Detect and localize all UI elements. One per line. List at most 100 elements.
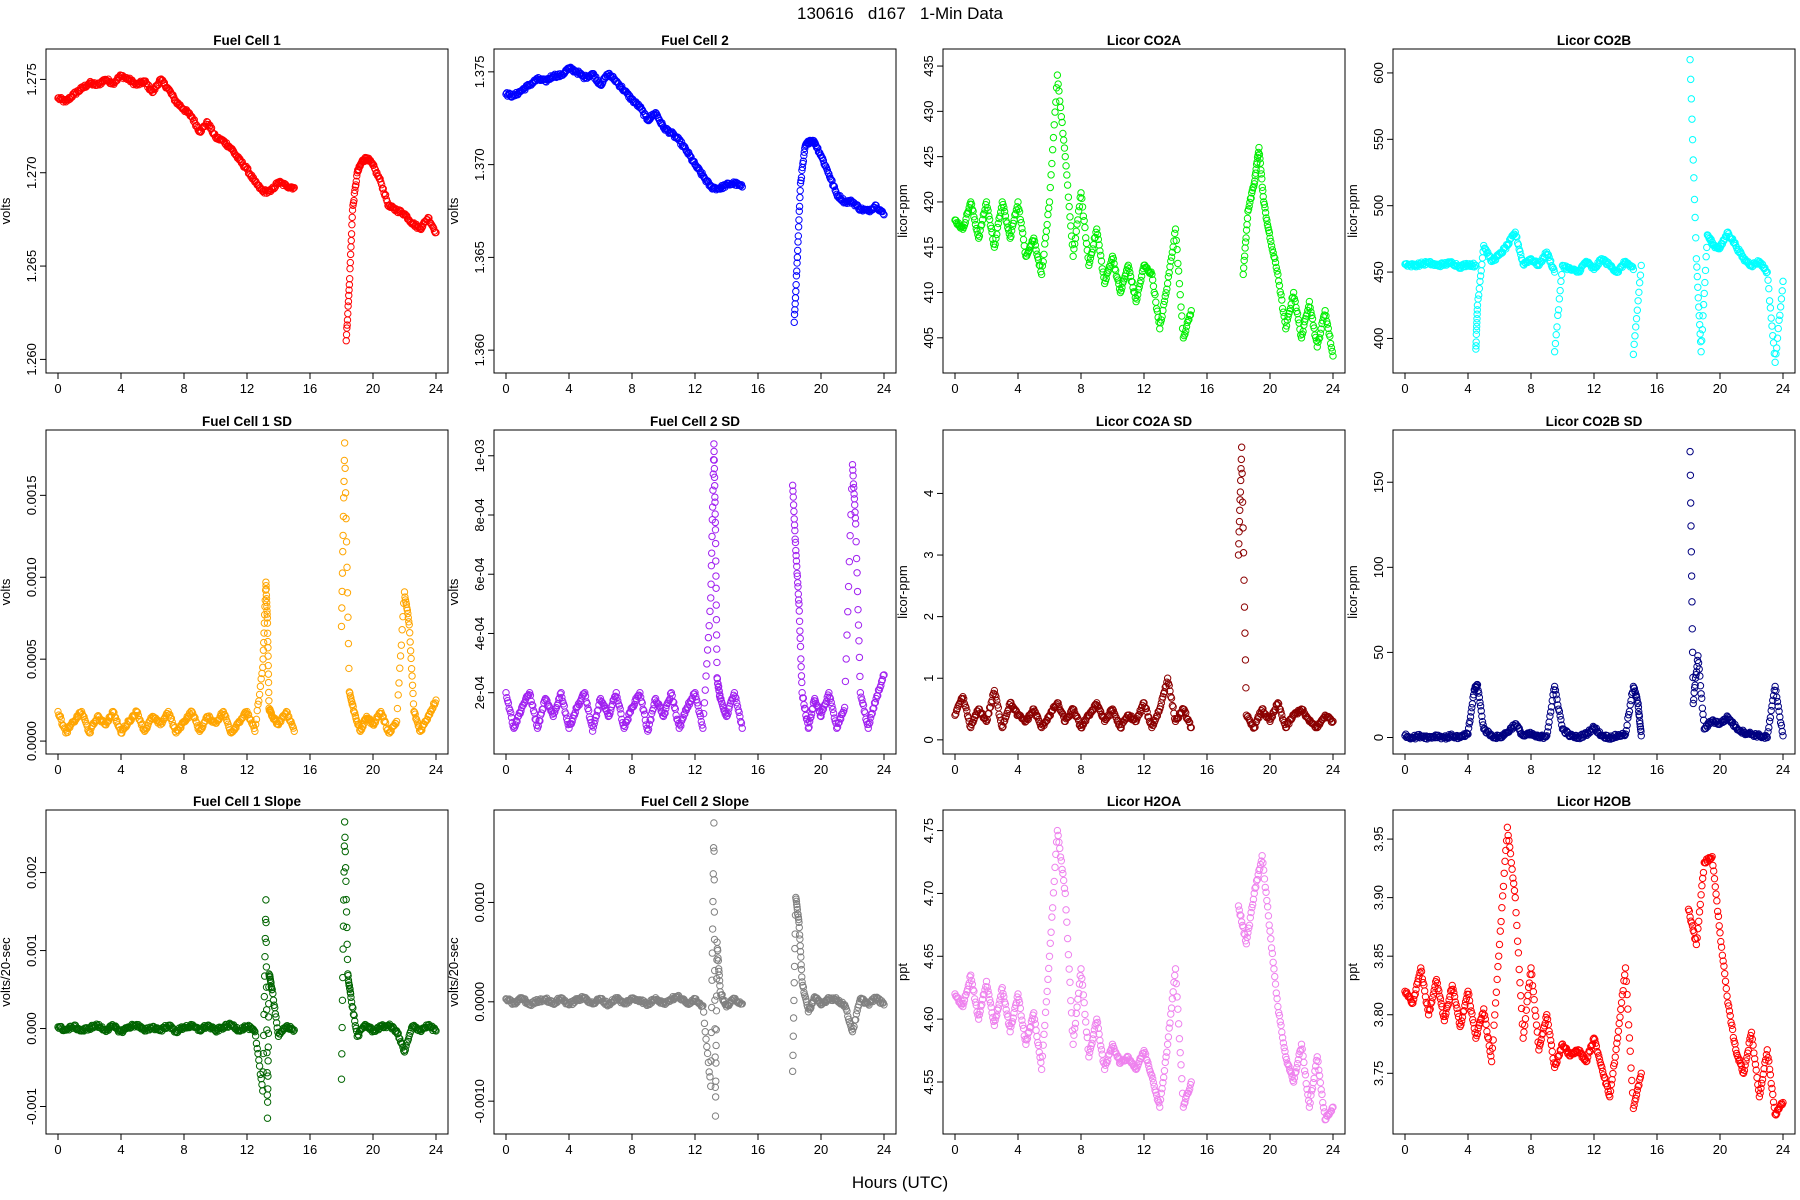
x-tick-label: 0 <box>54 762 61 777</box>
data-point <box>373 168 381 177</box>
data-point <box>339 531 347 540</box>
data-point <box>347 230 356 238</box>
data-point <box>1693 263 1701 271</box>
data-point <box>396 652 405 660</box>
plot-frame <box>493 809 897 1135</box>
data-point <box>1067 222 1075 230</box>
data-point <box>1187 306 1195 315</box>
data-point <box>262 963 271 971</box>
data-point <box>800 151 808 160</box>
data-point <box>1779 277 1787 286</box>
y-tick-label: 50 <box>1371 645 1386 659</box>
data-point <box>842 655 850 663</box>
data-point <box>407 665 416 673</box>
data-point <box>343 321 351 329</box>
y-tick-label: 1 <box>921 675 936 682</box>
data-point <box>1472 338 1480 346</box>
data-point <box>345 664 353 673</box>
data-point <box>337 622 346 631</box>
plot-frame <box>1392 429 1796 755</box>
x-tick-label: 20 <box>1263 1142 1277 1157</box>
data-point <box>711 510 719 518</box>
x-tick-label: 8 <box>1077 1142 1084 1157</box>
data-point <box>264 1057 272 1065</box>
x-tick-label: 16 <box>1200 1142 1214 1157</box>
data-point <box>796 179 805 187</box>
figure-title: 130616 d167 1-Min Data <box>796 4 1004 23</box>
data-point <box>1045 204 1053 212</box>
data-point <box>1629 350 1638 359</box>
data-point <box>846 531 854 540</box>
y-tick-label: 405 <box>921 327 936 349</box>
x-tick-label: 12 <box>688 762 702 777</box>
y-tick-label: 1.265 <box>24 250 39 283</box>
data-point <box>703 660 711 668</box>
data-point <box>1156 1103 1164 1111</box>
data-point <box>255 1056 263 1064</box>
x-tick-label: 20 <box>366 762 380 777</box>
data-point <box>1266 234 1274 242</box>
data-point <box>1237 443 1246 451</box>
data-point <box>797 663 805 671</box>
series-points <box>54 439 440 737</box>
y-tick-label: 2e-04 <box>472 676 487 709</box>
data-point <box>1635 288 1643 297</box>
data-point <box>263 1098 272 1106</box>
data-point <box>337 1075 346 1083</box>
x-tick-label: 4 <box>117 1142 124 1157</box>
data-point <box>798 678 806 687</box>
data-point <box>707 594 715 602</box>
x-tick-label: 12 <box>1137 1142 1151 1157</box>
data-point <box>789 1032 797 1040</box>
data-point <box>796 935 804 943</box>
data-point <box>794 583 802 591</box>
y-tick-label: 415 <box>921 236 936 258</box>
data-point <box>1698 704 1707 712</box>
data-point <box>346 264 354 273</box>
y-tick-label: 1.365 <box>472 241 487 274</box>
data-point <box>341 464 349 472</box>
data-point <box>797 173 806 182</box>
data-point <box>796 193 804 202</box>
data-point <box>177 103 185 111</box>
plot-frame <box>45 809 449 1135</box>
data-point <box>800 148 809 156</box>
data-point <box>366 157 374 165</box>
data-point <box>1767 314 1775 322</box>
data-point <box>338 1023 346 1032</box>
x-tick-label: 4 <box>1014 762 1021 777</box>
data-point <box>1636 271 1645 279</box>
data-point <box>970 216 979 224</box>
data-point <box>1236 506 1244 514</box>
data-point <box>970 213 978 221</box>
data-point <box>338 569 347 577</box>
data-point <box>148 86 156 94</box>
data-point <box>1558 270 1566 279</box>
data-point <box>1241 629 1249 637</box>
data-point <box>1698 694 1706 703</box>
data-point <box>1686 447 1694 456</box>
data-point <box>993 223 1002 232</box>
data-point <box>1702 253 1710 261</box>
data-point <box>700 699 709 707</box>
data-point <box>1235 517 1244 526</box>
y-tick-label: 0 <box>1371 734 1386 741</box>
data-point <box>796 186 804 195</box>
y-axis-label: volts <box>0 197 13 224</box>
data-point <box>794 223 803 231</box>
data-point <box>1688 648 1697 656</box>
data-point <box>1694 283 1702 291</box>
data-point <box>263 1114 272 1122</box>
data-point <box>796 627 804 635</box>
data-point <box>1557 277 1565 286</box>
x-tick-label: 12 <box>240 381 254 396</box>
data-point <box>1701 278 1709 287</box>
x-tick-label: 24 <box>877 381 891 396</box>
data-point <box>1019 229 1027 237</box>
data-point <box>790 318 798 327</box>
data-point <box>342 337 350 345</box>
y-tick-label: 0.0000 <box>24 721 39 761</box>
data-point <box>341 833 349 842</box>
data-point <box>855 653 864 662</box>
